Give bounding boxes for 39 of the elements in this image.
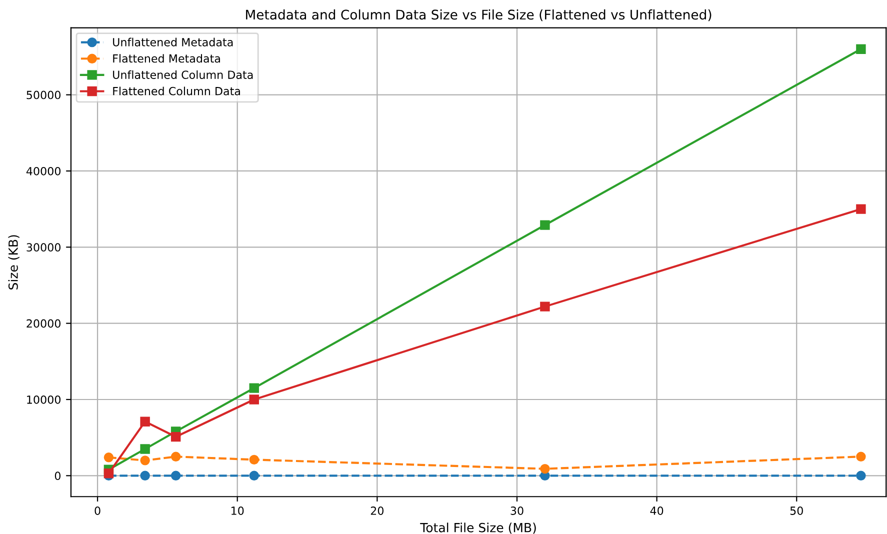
- legend-label: Flattened Column Data: [113, 86, 240, 96]
- legend-label: Unflattened Metadata: [113, 38, 233, 46]
- point: [140, 456, 150, 466]
- y-tick-label: 0: [54, 472, 60, 480]
- point: [140, 444, 150, 454]
- y-tick-label: 40000: [26, 166, 60, 176]
- point: [856, 44, 866, 54]
- point: [104, 452, 114, 462]
- y-tick-label: 30000: [26, 243, 60, 252]
- point: [140, 416, 150, 426]
- point: [856, 470, 866, 481]
- point: [140, 470, 150, 481]
- point: [170, 452, 181, 462]
- point: [249, 383, 259, 393]
- y-tick-label: 50000: [26, 90, 60, 100]
- point: [249, 470, 259, 481]
- x-tick-label: 50: [790, 506, 803, 515]
- legend-label: Unflattened Column Data: [113, 70, 253, 79]
- x-axis-title: Total File Size (MB): [420, 522, 536, 534]
- point: [249, 454, 259, 465]
- point: [540, 302, 550, 312]
- x-tick-label: 30: [510, 506, 524, 515]
- chart-title: Metadata and Column Data Size vs File Size (Flattened vs Unflattened): [246, 9, 712, 22]
- point: [170, 432, 181, 442]
- x-tick-label: 20: [370, 506, 384, 515]
- y-tick-label: 10000: [27, 395, 60, 404]
- point: [540, 220, 550, 230]
- point: [249, 394, 259, 404]
- y-axis-title: Size (KB): [8, 235, 20, 290]
- point: [856, 452, 866, 462]
- x-tick-label: 40: [650, 506, 664, 515]
- point: [104, 468, 114, 478]
- point: [540, 464, 550, 474]
- x-tick-label: 0: [94, 506, 100, 515]
- point: [170, 470, 181, 481]
- x-tick-label: 10: [231, 506, 244, 515]
- point: [856, 204, 866, 214]
- y-tick-label: 20000: [26, 319, 60, 328]
- legend-label: Flattened Metadata: [113, 54, 220, 63]
